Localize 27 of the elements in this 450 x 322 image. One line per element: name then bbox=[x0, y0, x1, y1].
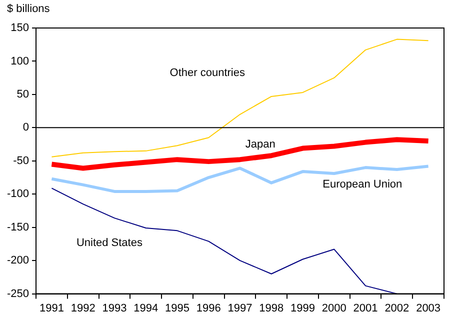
x-tick-label: 1998 bbox=[259, 302, 284, 314]
x-tick-label: 2000 bbox=[322, 302, 346, 314]
text: Other countries bbox=[170, 66, 246, 79]
x-tick-label: 1999 bbox=[290, 302, 316, 314]
series-label: United States bbox=[76, 236, 143, 249]
x-tick-label: 1995 bbox=[165, 302, 190, 314]
x-tick-label: 1991 bbox=[39, 302, 64, 314]
y-tick-label: -250 bbox=[6, 288, 30, 300]
y-tick-label: 50 bbox=[16, 88, 30, 100]
x-tick-label: 2003 bbox=[416, 302, 441, 314]
y-tick-label: 100 bbox=[10, 55, 30, 68]
x-tick-label: 2001 bbox=[353, 302, 378, 314]
x-tick-label: 2002 bbox=[384, 302, 410, 314]
series-label: Japan bbox=[245, 138, 276, 151]
y-tick-label: -200 bbox=[6, 254, 30, 267]
y-tick-label: -50 bbox=[13, 154, 30, 167]
y-axis-title: $ billions bbox=[7, 3, 50, 15]
y-tick-label: -150 bbox=[6, 221, 30, 234]
x-tick-label: 1993 bbox=[102, 302, 127, 314]
y-tick-label: -100 bbox=[6, 188, 30, 200]
x-tick-label: 1992 bbox=[70, 302, 96, 314]
y-tick-label: 150 bbox=[10, 22, 30, 34]
y-tick-label: 0 bbox=[22, 122, 30, 134]
x-tick-label: 1996 bbox=[196, 302, 221, 314]
x-tick-label: 1997 bbox=[228, 302, 252, 314]
series-label: European Union bbox=[322, 178, 402, 190]
x-tick-label: 1994 bbox=[134, 302, 158, 314]
